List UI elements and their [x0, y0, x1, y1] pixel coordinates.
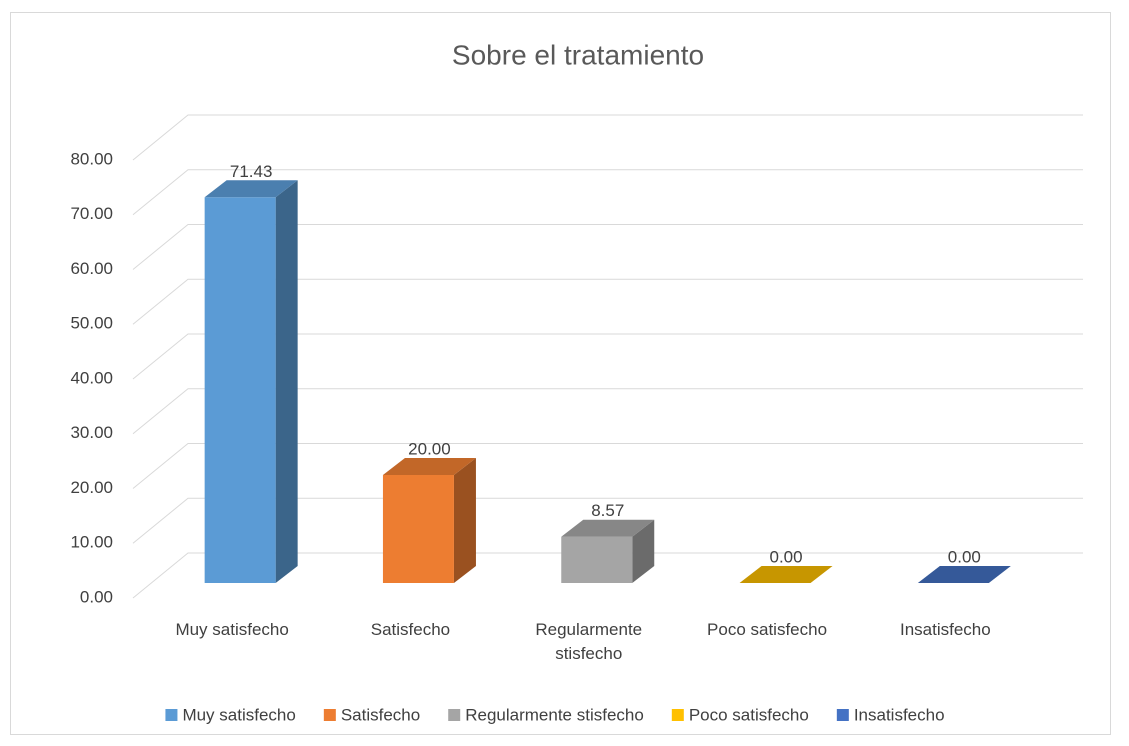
bar-top	[739, 566, 833, 583]
data-label: 0.00	[948, 547, 981, 566]
data-label: 71.43	[230, 162, 273, 181]
legend-label: Muy satisfecho	[182, 705, 295, 724]
grid-line	[132, 333, 1083, 380]
y-tick-label: 70.00	[70, 204, 113, 223]
x-tick-label: Muy satisfecho	[175, 620, 289, 639]
chart-title: Sobre el tratamiento	[452, 39, 704, 70]
chart-border	[10, 12, 1111, 735]
x-tick-label: Satisfecho	[370, 620, 451, 639]
x-tick-label: Poco satisfecho	[707, 620, 828, 639]
grid-line	[132, 388, 1083, 435]
grid-line	[132, 224, 1083, 270]
legend-swatch	[448, 709, 461, 721]
bar-top	[204, 180, 298, 198]
bar-top	[382, 458, 476, 475]
y-tick-label: 10.00	[70, 533, 113, 552]
x-tick-label: Regularmente stisfecho	[535, 620, 643, 663]
bar-top	[917, 566, 1011, 583]
grid-line	[132, 169, 1083, 216]
y-tick-label: 80.00	[70, 149, 113, 168]
legend-label: Insatisfecho	[854, 705, 945, 724]
grid-line	[132, 552, 1083, 599]
bar-side	[632, 519, 655, 583]
y-tick-label: 30.00	[70, 423, 113, 442]
y-tick-label: 40.00	[70, 368, 113, 387]
legend-swatch	[836, 709, 849, 721]
legend-swatch	[323, 709, 336, 721]
grid-line	[132, 114, 1083, 161]
x-tick-label: Insatisfecho	[899, 620, 991, 639]
y-tick-label: 20.00	[70, 478, 113, 497]
grid-line	[132, 497, 1083, 544]
bar	[204, 197, 276, 583]
legend-label: Satisfecho	[341, 705, 420, 724]
legend-swatch	[165, 709, 178, 721]
legend-swatch	[671, 709, 684, 721]
grid-line	[132, 278, 1083, 325]
data-label: 20.00	[408, 439, 451, 458]
legend-label: Poco satisfecho	[689, 705, 809, 724]
data-label: 0.00	[770, 547, 803, 566]
bar-side	[453, 458, 476, 583]
y-tick-label: 50.00	[70, 314, 113, 333]
y-tick-label: 60.00	[70, 259, 113, 278]
bar-top	[561, 519, 655, 537]
data-label: 8.57	[591, 501, 624, 520]
bar-side	[275, 180, 298, 583]
bar	[382, 475, 454, 583]
grid-line	[132, 443, 1083, 489]
bar	[561, 536, 633, 583]
y-tick-label: 0.00	[80, 587, 113, 606]
legend-label: Regularmente stisfecho	[465, 705, 644, 724]
